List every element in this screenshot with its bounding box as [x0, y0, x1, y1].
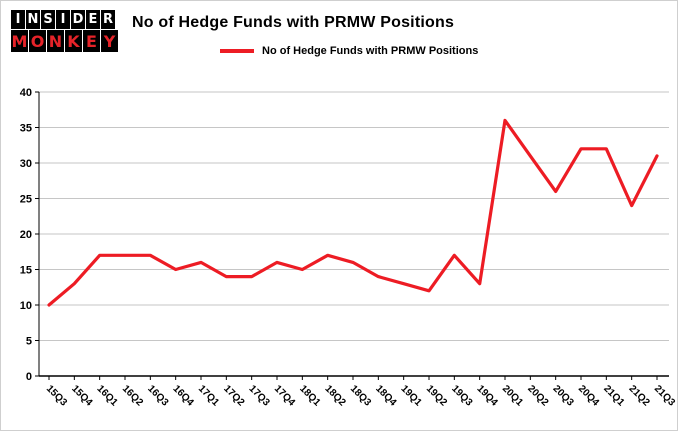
logo-letter: Y — [101, 30, 118, 52]
logo-letter: O — [29, 30, 46, 52]
x-axis-label: 16Q1 — [95, 383, 120, 408]
logo-letter: K — [65, 30, 82, 52]
logo-letter: N — [26, 10, 40, 29]
y-axis-label: 35 — [20, 123, 32, 135]
line-chart-area: 0 5 10 15 20 25 30 35 40 15Q3 15Q4 16Q1 16Q2 16Q3 16Q4… — [1, 86, 677, 430]
logo-letter: I — [11, 10, 25, 29]
x-axis-label: 21Q3 — [652, 383, 677, 408]
legend: No of Hedge Funds with PRMW Positions — [220, 45, 478, 57]
x-axis-label: 15Q3 — [44, 383, 69, 408]
x-axis-label: 18Q3 — [348, 383, 373, 408]
y-axis-label: 10 — [20, 300, 32, 312]
logo-letter: I — [56, 10, 70, 29]
x-axis-label: 19Q1 — [399, 383, 424, 408]
x-axis-label: 16Q2 — [120, 383, 145, 408]
logo-letter: M — [11, 30, 28, 52]
y-axis-label: 15 — [20, 265, 32, 277]
x-axis-label: 21Q1 — [601, 383, 626, 408]
legend-label: No of Hedge Funds with PRMW Positions — [262, 45, 479, 57]
legend-line-swatch — [220, 49, 254, 53]
x-axis-label: 21Q2 — [627, 383, 652, 408]
x-axis-label: 17Q2 — [221, 383, 246, 408]
x-axis-label: 18Q2 — [323, 383, 348, 408]
x-axis-label: 16Q4 — [171, 383, 196, 408]
logo-letter: N — [47, 30, 64, 52]
x-axis-label: 15Q4 — [69, 383, 94, 408]
series-line-prmw — [47, 118, 659, 307]
x-axis-label: 18Q1 — [297, 383, 322, 408]
x-axis-label: 19Q4 — [475, 383, 500, 408]
y-axis-label: 20 — [20, 229, 32, 241]
chart-title: No of Hedge Funds with PRMW Positions — [132, 14, 455, 31]
x-axis-label: 17Q3 — [247, 383, 272, 408]
y-axis-label: 0 — [26, 371, 32, 383]
y-axis-label: 25 — [20, 194, 32, 206]
x-axis-label: 19Q2 — [424, 383, 449, 408]
x-axis-label: 17Q4 — [272, 383, 297, 408]
heading-block: No of Hedge Funds with PRMW Positions No… — [132, 10, 478, 57]
x-axis-label: 20Q4 — [576, 383, 601, 408]
y-axis-label: 30 — [20, 158, 32, 170]
y-axis-label: 5 — [26, 336, 32, 348]
x-axis-label: 20Q2 — [525, 383, 550, 408]
logo-letter: S — [41, 10, 55, 29]
logo-letter: E — [86, 10, 100, 29]
logo-letter: R — [101, 10, 115, 29]
logo-letter: E — [83, 30, 100, 52]
y-axis-label: 40 — [20, 87, 32, 99]
line-chart-svg: 0 5 10 15 20 25 30 35 40 15Q3 15Q4 16Q1 16Q2 16Q3 16Q4… — [20, 87, 677, 409]
x-axis-label: 20Q3 — [551, 383, 576, 408]
x-axis-label: 19Q3 — [449, 383, 474, 408]
x-axis-label: 18Q4 — [373, 383, 398, 408]
x-axis-label: 20Q1 — [500, 383, 525, 408]
x-axis-label: 16Q3 — [145, 383, 170, 408]
x-axis-label: 17Q1 — [196, 383, 221, 408]
logo-letter: D — [71, 10, 85, 29]
